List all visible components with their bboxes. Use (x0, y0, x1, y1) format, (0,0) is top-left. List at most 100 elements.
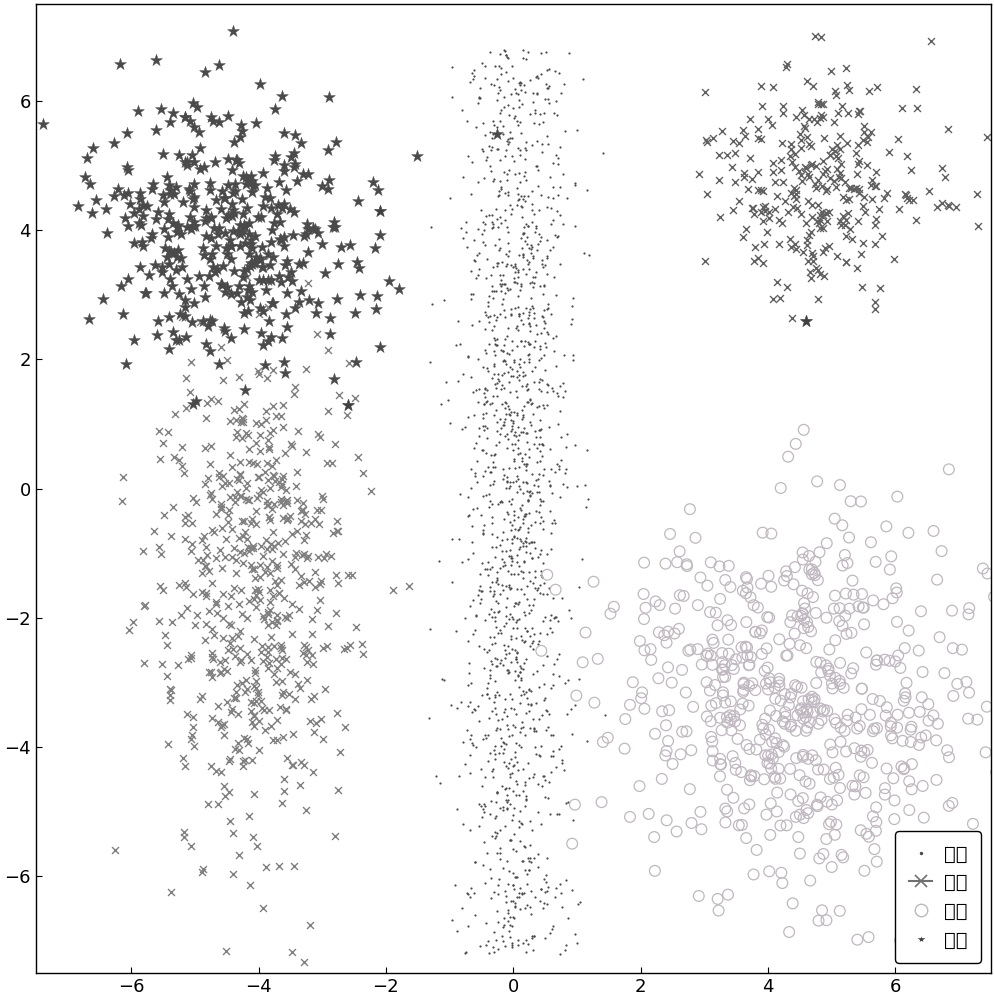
Point (793, 700, 809, 716)
Point (489, 914, 505, 930)
Point (809, 197, 825, 213)
Point (282, 264, 298, 280)
Point (513, 75, 529, 91)
Point (511, 889, 527, 905)
Point (811, 701, 827, 717)
Point (221, 177, 237, 193)
Point (500, 662, 516, 678)
Point (283, 526, 299, 542)
Point (160, 424, 176, 440)
Point (713, 757, 729, 773)
Point (515, 719, 531, 735)
Point (510, 885, 526, 901)
Point (440, 392, 456, 408)
Point (878, 699, 894, 715)
Point (646, 726, 662, 742)
Point (251, 569, 267, 585)
Point (530, 679, 546, 695)
Point (223, 251, 239, 267)
Point (202, 175, 218, 191)
Point (182, 384, 198, 400)
Point (538, 339, 554, 355)
Point (927, 732, 943, 748)
Point (494, 353, 510, 369)
Point (237, 684, 252, 700)
Point (783, 607, 799, 623)
Point (534, 372, 550, 388)
Point (635, 611, 651, 627)
Point (564, 726, 580, 742)
Point (281, 201, 297, 217)
Point (536, 302, 552, 318)
Point (247, 177, 262, 193)
Point (794, 244, 810, 260)
Point (132, 191, 148, 207)
Point (261, 602, 277, 618)
Point (734, 650, 749, 666)
Point (741, 796, 756, 812)
Point (275, 157, 291, 173)
Point (114, 493, 130, 509)
Point (422, 219, 438, 235)
Point (666, 625, 682, 641)
Point (225, 23, 241, 39)
Point (479, 298, 495, 314)
Point (515, 398, 531, 414)
Point (521, 354, 537, 370)
Legend: 向凉, 向热, 悬料, 崩料: 向凉, 向热, 悬料, 崩料 (895, 831, 980, 963)
Point (856, 863, 872, 879)
Point (489, 712, 505, 728)
Point (134, 543, 150, 559)
Point (501, 243, 517, 259)
Point (301, 292, 317, 308)
Point (794, 552, 810, 568)
Point (174, 439, 190, 455)
Point (241, 215, 256, 231)
Point (712, 768, 728, 784)
Point (517, 233, 533, 249)
Point (704, 743, 720, 759)
Point (181, 181, 197, 197)
Point (311, 592, 327, 608)
Point (508, 773, 524, 789)
Point (533, 643, 549, 659)
Point (489, 255, 505, 271)
Point (173, 259, 189, 275)
Point (223, 286, 239, 302)
Point (542, 477, 558, 493)
Point (522, 483, 538, 499)
Point (858, 644, 874, 660)
Point (497, 578, 513, 594)
Point (448, 801, 464, 817)
Point (512, 333, 528, 349)
Point (213, 719, 229, 735)
Point (828, 248, 844, 264)
Point (284, 757, 300, 773)
Point (263, 458, 279, 474)
Point (719, 803, 735, 819)
Point (908, 100, 923, 116)
Point (485, 113, 501, 129)
Point (514, 511, 530, 527)
Point (210, 714, 226, 730)
Point (502, 542, 518, 558)
Point (797, 802, 813, 818)
Point (504, 939, 520, 955)
Point (487, 539, 503, 555)
Point (904, 192, 919, 208)
Point (537, 257, 553, 273)
Point (525, 666, 541, 682)
Point (205, 651, 221, 667)
Point (642, 641, 658, 657)
Point (0, 224, 8, 240)
Point (315, 491, 331, 507)
Point (781, 689, 797, 705)
Point (521, 336, 537, 352)
Point (521, 899, 537, 915)
Point (325, 219, 341, 235)
Point (485, 924, 501, 940)
Point (508, 369, 524, 385)
Point (482, 158, 498, 174)
Point (526, 889, 542, 905)
Point (519, 381, 535, 397)
